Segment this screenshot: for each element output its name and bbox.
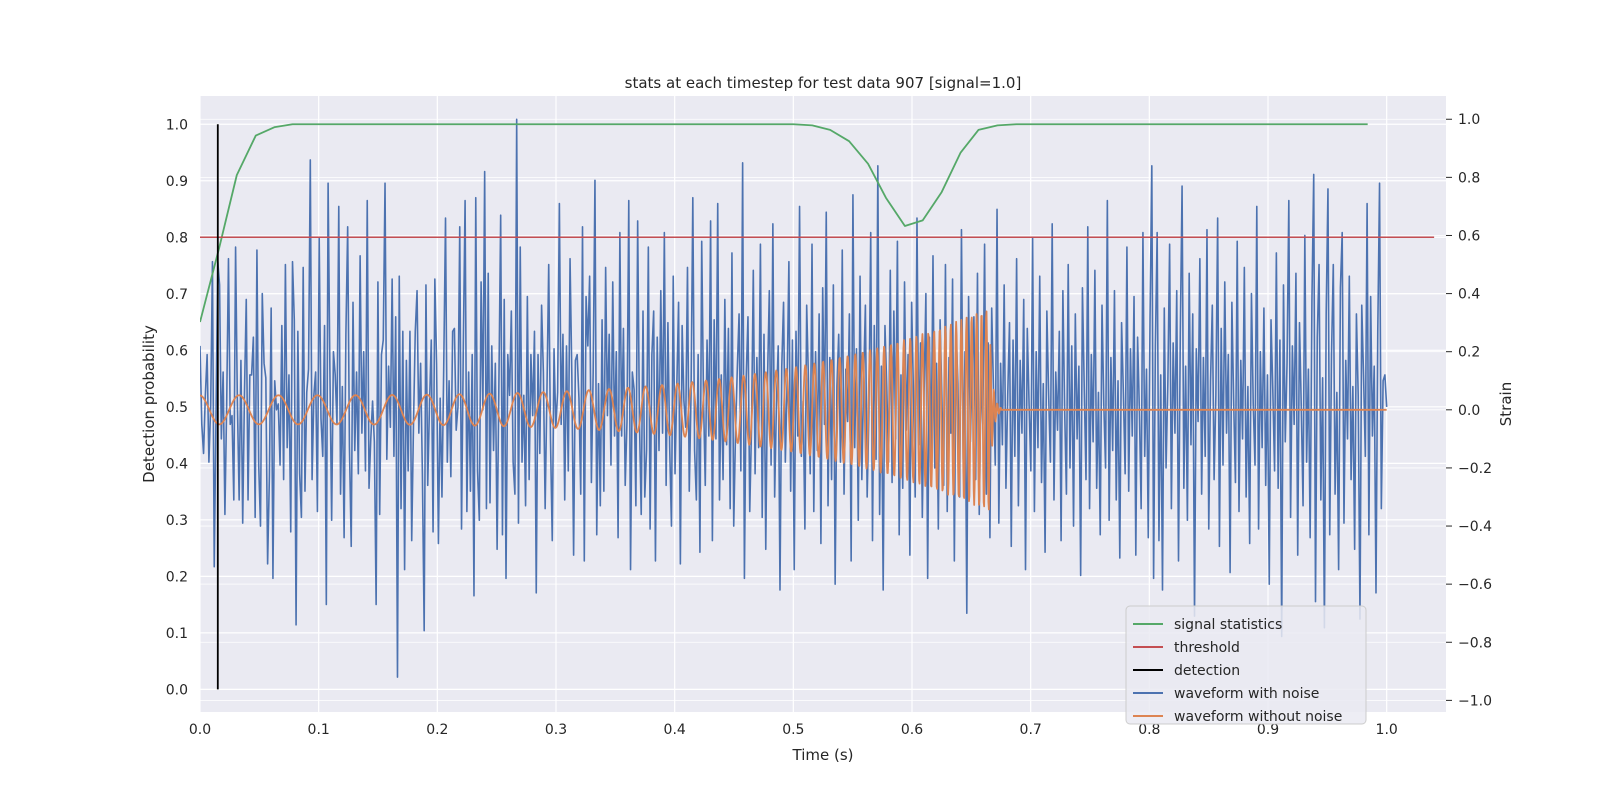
legend-label: waveform with noise: [1174, 686, 1319, 702]
y-right-tick-label: −0.8: [1458, 635, 1492, 651]
y-right-tick-label: 0.0: [1458, 403, 1480, 419]
x-tick-label: 0.5: [782, 722, 804, 738]
x-tick-label: 0.2: [426, 722, 448, 738]
y-left-tick-label: 0.8: [166, 230, 188, 246]
y-left-tick-label: 0.7: [166, 287, 188, 303]
y-right-tick-label: −1.0: [1458, 693, 1492, 709]
y-right-tick-label: −0.4: [1458, 519, 1492, 535]
x-tick-label: 0.3: [545, 722, 567, 738]
x-tick-label: 0.8: [1138, 722, 1160, 738]
y-right-tick-label: 0.2: [1458, 345, 1480, 361]
x-tick-label: 1.0: [1376, 722, 1398, 738]
y-left-tick-label: 0.5: [166, 400, 188, 416]
x-axis: 0.0 0.1 0.2 0.3 0.4 0.5 0.6 0.7 0.8 0.9 1.0: [189, 722, 1398, 738]
y-axis-right: −1.0 −0.8 −0.6 −0.4 −0.2 0.0 0.2 0.4 0.6 0.8 1.0: [1446, 112, 1492, 709]
y-left-tick-label: 0.6: [166, 343, 188, 359]
y-left-tick-label: 0.1: [166, 626, 188, 642]
series-waveform-without-noise: [200, 310, 1388, 511]
y-right-tick-label: −0.2: [1458, 461, 1492, 477]
x-tick-label: 0.9: [1257, 722, 1279, 738]
y-left-tick-label: 0.9: [166, 174, 188, 190]
x-tick-label: 0.6: [901, 722, 923, 738]
y-right-tick-label: 1.0: [1458, 112, 1480, 128]
y-left-tick-label: 0.3: [166, 513, 188, 529]
y-right-tick-label: 0.4: [1458, 287, 1480, 303]
legend-label: waveform without noise: [1174, 709, 1342, 725]
x-tick-label: 0.0: [189, 722, 211, 738]
y-right-tick-label: 0.6: [1458, 228, 1480, 244]
series-layer: [200, 118, 1435, 690]
legend-label: threshold: [1174, 640, 1240, 656]
legend-label: detection: [1174, 663, 1240, 679]
x-tick-label: 0.1: [308, 722, 330, 738]
y-left-tick-label: 0.0: [166, 682, 188, 698]
y-right-tick-label: 0.8: [1458, 170, 1480, 186]
legend-label: signal statistics: [1174, 617, 1282, 633]
x-axis-label: Time (s): [792, 746, 854, 764]
y-left-tick-label: 0.2: [166, 569, 188, 585]
y-right-tick-label: −0.6: [1458, 577, 1492, 593]
x-tick-label: 0.4: [664, 722, 686, 738]
x-tick-label: 0.7: [1020, 722, 1042, 738]
y-left-tick-label: 1.0: [166, 117, 188, 133]
legend-box: [1125, 605, 1367, 725]
y-left-tick-label: 0.4: [166, 456, 188, 472]
chart-title: stats at each timestep for test data 907…: [625, 74, 1022, 92]
series-waveform-with-noise: [200, 118, 1388, 678]
legend: signal statistics threshold detection wavef…: [1125, 605, 1367, 725]
y-axis-right-label: Strain: [1497, 382, 1515, 426]
y-axis-left-label: Detection probability: [140, 325, 158, 483]
series-signal-statistics: [200, 123, 1368, 323]
y-axis-left: 0.0 0.1 0.2 0.3 0.4 0.5 0.6 0.7 0.8 0.9 1.0: [166, 117, 188, 698]
